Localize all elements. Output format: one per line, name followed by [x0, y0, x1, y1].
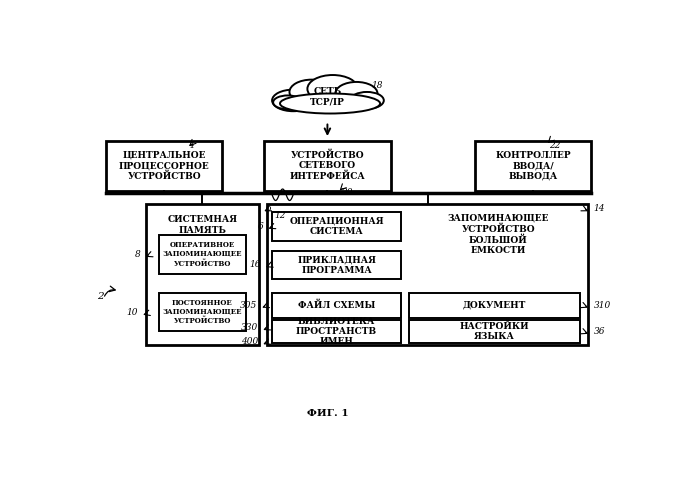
Text: 8: 8 — [135, 250, 140, 259]
Text: 330: 330 — [241, 323, 258, 332]
FancyBboxPatch shape — [264, 141, 390, 191]
Text: 310: 310 — [594, 300, 611, 310]
FancyBboxPatch shape — [272, 293, 401, 318]
Text: СИСТЕМНАЯ
ПАМЯТЬ: СИСТЕМНАЯ ПАМЯТЬ — [167, 215, 237, 234]
Ellipse shape — [272, 90, 314, 111]
Text: 12: 12 — [275, 212, 286, 220]
Text: КОНТРОЛЛЕР
ВВОДА/
ВЫВОДА: КОНТРОЛЛЕР ВВОДА/ ВЫВОДА — [495, 151, 571, 181]
Text: 20: 20 — [341, 188, 352, 198]
Text: ОПЕРАТИВНОЕ
ЗАПОМИНАЮЩЕЕ
УСТРОЙСТВО: ОПЕРАТИВНОЕ ЗАПОМИНАЮЩЕЕ УСТРОЙСТВО — [163, 241, 242, 268]
Text: ЗАПОМИНАЮЩЕЕ
УСТРОЙСТВО
БОЛЬШОЙ
ЕМКОСТИ: ЗАПОМИНАЮЩЕЕ УСТРОЙСТВО БОЛЬШОЙ ЕМКОСТИ — [447, 214, 549, 256]
Text: ДОКУМЕНТ: ДОКУМЕНТ — [463, 301, 526, 310]
Text: 400: 400 — [241, 338, 258, 346]
FancyBboxPatch shape — [158, 293, 245, 332]
FancyBboxPatch shape — [475, 141, 591, 191]
Text: 22: 22 — [549, 141, 560, 150]
Text: 18: 18 — [372, 80, 384, 90]
FancyBboxPatch shape — [267, 204, 588, 345]
Text: СЕТЬ
TCP/IP: СЕТЬ TCP/IP — [310, 87, 345, 106]
Text: ФИГ. 1: ФИГ. 1 — [307, 409, 348, 418]
FancyBboxPatch shape — [158, 235, 245, 274]
Text: 6: 6 — [257, 222, 263, 231]
FancyBboxPatch shape — [272, 320, 401, 343]
Text: ОПЕРАЦИОННАЯ
СИСТЕМА: ОПЕРАЦИОННАЯ СИСТЕМА — [289, 217, 384, 236]
FancyBboxPatch shape — [272, 212, 401, 241]
Text: 305: 305 — [239, 300, 257, 310]
Ellipse shape — [335, 82, 377, 105]
Text: 10: 10 — [126, 308, 137, 316]
Text: БИБЛИОТЕКА
ПРОСТРАНСТВ
ИМЕН: БИБЛИОТЕКА ПРОСТРАНСТВ ИМЕН — [296, 316, 377, 346]
Text: 4: 4 — [188, 141, 194, 150]
FancyBboxPatch shape — [409, 293, 581, 318]
FancyBboxPatch shape — [146, 204, 259, 345]
FancyBboxPatch shape — [409, 320, 581, 343]
Text: 6: 6 — [266, 204, 271, 212]
Ellipse shape — [290, 80, 334, 104]
Ellipse shape — [280, 94, 380, 114]
Text: ПРИКЛАДНАЯ
ПРОГРАММА: ПРИКЛАДНАЯ ПРОГРАММА — [297, 256, 376, 274]
Text: ФАЙЛ СХЕМЫ: ФАЙЛ СХЕМЫ — [298, 300, 375, 310]
Ellipse shape — [273, 96, 303, 110]
Text: ПОСТОЯННОЕ
ЗАПОМИНАЮЩЕЕ
УСТРОЙСТВО: ПОСТОЯННОЕ ЗАПОМИНАЮЩЕЕ УСТРОЙСТВО — [163, 299, 242, 326]
Text: 36: 36 — [594, 327, 605, 336]
FancyBboxPatch shape — [272, 250, 401, 280]
Text: 2: 2 — [97, 292, 104, 302]
Ellipse shape — [307, 75, 358, 102]
Text: УСТРОЙСТВО
СЕТЕВОГО
ИНТЕРФЕЙСА: УСТРОЙСТВО СЕТЕВОГО ИНТЕРФЕЙСА — [290, 150, 365, 182]
Text: НАСТРОЙКИ
ЯЗЫКА: НАСТРОЙКИ ЯЗЫКА — [460, 322, 530, 342]
FancyBboxPatch shape — [106, 141, 222, 191]
Text: 16: 16 — [249, 260, 260, 270]
Ellipse shape — [350, 92, 384, 109]
Text: 14: 14 — [594, 204, 605, 212]
Text: ЦЕНТРАЛЬНОЕ
ПРОЦЕССОРНОЕ
УСТРОЙСТВО: ЦЕНТРАЛЬНОЕ ПРОЦЕССОРНОЕ УСТРОЙСТВО — [119, 150, 209, 181]
